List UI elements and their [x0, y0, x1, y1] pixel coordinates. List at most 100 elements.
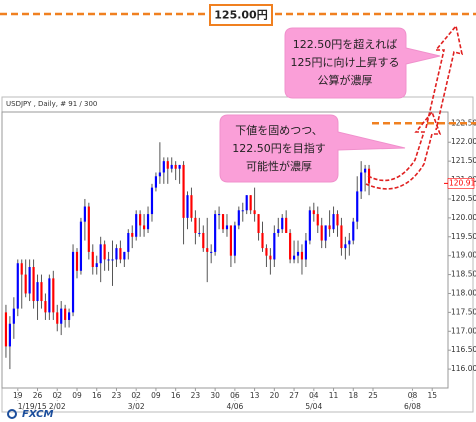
y-tick-label: 122.000 — [451, 137, 476, 146]
candle-body — [135, 214, 138, 237]
candle-body — [245, 195, 248, 211]
candle-body — [352, 221, 355, 241]
x-tick-label: 04 — [309, 391, 319, 400]
candle-body — [99, 244, 102, 264]
x-tick-label: 09 — [72, 391, 82, 400]
candle-body — [300, 251, 304, 260]
candle-body — [296, 251, 300, 256]
y-tick-label: 117.000 — [451, 326, 476, 335]
candle-body — [115, 248, 118, 260]
x-tick-label: 09 — [151, 391, 161, 400]
candle-body — [71, 251, 75, 313]
x-tick-label: 23 — [112, 391, 122, 400]
candle-body — [237, 210, 240, 226]
candle-body — [79, 221, 83, 271]
x-tick-label: 26 — [33, 391, 43, 400]
candle-body — [292, 255, 296, 260]
month-label: 2/02 — [49, 402, 66, 411]
annotation-text: 125円に向け上昇する — [291, 55, 400, 69]
candle-body — [348, 240, 351, 245]
candle-body — [206, 248, 209, 252]
candle-body — [44, 301, 47, 313]
candle-body — [56, 312, 59, 324]
candle-body — [182, 164, 185, 218]
annotation-text: 122.50円を超えれば — [293, 37, 398, 51]
chart-title: USDJPY , Daily, # 91 / 300 — [6, 100, 97, 108]
annotation-text: 公算が濃厚 — [318, 73, 373, 87]
candle-body — [170, 164, 173, 169]
y-tick-label: 119.500 — [451, 232, 476, 241]
candle-body — [24, 274, 27, 294]
candle-body — [320, 225, 323, 241]
candle-body — [28, 267, 31, 294]
y-tick-label: 118.000 — [451, 288, 476, 297]
x-tick-label: 20 — [270, 391, 280, 400]
candle-body — [16, 263, 19, 309]
x-tick-label: 06 — [230, 391, 240, 400]
candle-body — [304, 240, 307, 260]
month-label: 5/04 — [305, 402, 322, 411]
candle-body — [308, 210, 311, 241]
logo-icon — [7, 409, 17, 419]
x-tick-label: 23 — [191, 391, 201, 400]
month-label: 1/19/15 — [18, 402, 47, 411]
logo: FXCM — [22, 409, 54, 420]
candle-body — [186, 195, 189, 218]
candle-body — [190, 195, 193, 218]
y-tick-label: 120.500 — [451, 194, 476, 203]
candle-body — [360, 172, 363, 192]
candle-body — [146, 214, 150, 230]
y-tick-label: 116.000 — [451, 364, 476, 373]
candle-body — [198, 232, 201, 234]
annotation-text: 122.50円を目指す — [232, 141, 326, 155]
candle-body — [336, 214, 339, 226]
candle-body — [111, 259, 114, 261]
x-tick-label: 18 — [349, 391, 359, 400]
candle-body — [36, 282, 39, 302]
last-price-box — [447, 178, 475, 189]
callout-box — [219, 114, 406, 183]
y-tick-label: 118.500 — [451, 270, 476, 279]
x-tick-label: 02 — [52, 391, 62, 400]
candle-body — [32, 267, 35, 302]
candle-body — [285, 217, 288, 233]
callout-box — [284, 27, 441, 99]
candle-body — [210, 251, 213, 253]
x-tick-label: 13 — [250, 391, 260, 400]
month-label: 6/08 — [404, 402, 421, 411]
candle-body — [40, 282, 43, 302]
x-tick-label: 02 — [131, 391, 141, 400]
candle-body — [154, 176, 158, 188]
arrow — [425, 24, 464, 131]
x-tick-label: 08 — [408, 391, 418, 400]
candle-body — [68, 312, 71, 320]
x-tick-label: 16 — [171, 391, 181, 400]
candle-body — [20, 263, 23, 275]
y-tick-label: 116.500 — [451, 345, 476, 354]
target-label: 125.00円 — [214, 9, 267, 22]
candle-body — [328, 225, 331, 230]
candle-body — [316, 214, 319, 226]
candle-body — [202, 232, 205, 249]
candle-body — [127, 232, 130, 252]
y-tick-label: 120.000 — [451, 213, 476, 222]
candle-body — [103, 244, 106, 260]
candle-body — [332, 214, 335, 230]
month-label: 4/06 — [226, 402, 243, 411]
candle-body — [281, 217, 284, 230]
x-tick-label: 16 — [92, 391, 102, 400]
plot-area — [1, 111, 449, 389]
x-tick-label: 27 — [289, 391, 299, 400]
candle-body — [221, 214, 225, 230]
candle-body — [178, 164, 181, 169]
plot: 116.000 116.500 117.000 117.500 118.000 118.5… — [4, 118, 476, 411]
x-tick-label: 25 — [368, 391, 378, 400]
candle-body — [344, 244, 347, 249]
candle-body — [269, 255, 272, 260]
candle-body — [64, 308, 67, 320]
candle-body — [289, 232, 292, 260]
candle-body — [265, 248, 268, 256]
